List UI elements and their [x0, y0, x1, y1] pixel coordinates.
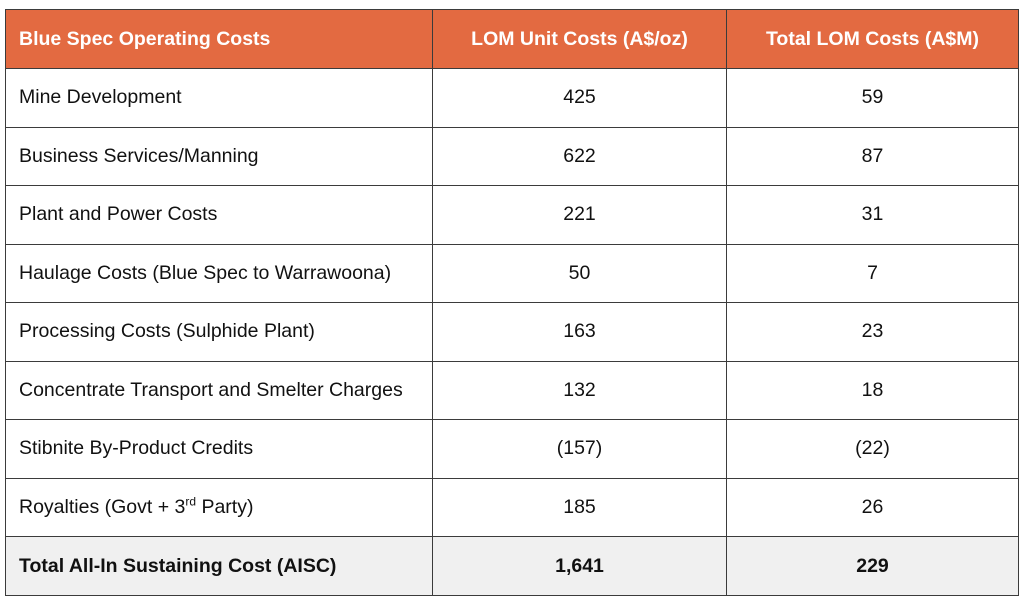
table-row: Stibnite By-Product Credits (157) (22) [5, 419, 1019, 479]
row-unit-cost: 50 [432, 243, 727, 303]
total-label: Total All-In Sustaining Cost (AISC) [5, 536, 433, 596]
table-row: Mine Development 425 59 [5, 68, 1019, 128]
total-row: Total All-In Sustaining Cost (AISC) 1,64… [5, 536, 1019, 596]
table-row: Royalties (Govt + 3rd Party) 185 26 [5, 477, 1019, 537]
operating-costs-table: Blue Spec Operating Costs LOM Unit Costs… [5, 9, 1019, 596]
row-label: Plant and Power Costs [5, 185, 433, 245]
header-unit-costs: LOM Unit Costs (A$/oz) [432, 9, 727, 69]
row-total-cost: 87 [726, 126, 1019, 186]
row-label: Concentrate Transport and Smelter Charge… [5, 360, 433, 420]
header-total-costs: Total LOM Costs (A$M) [726, 9, 1019, 69]
row-unit-cost: 221 [432, 185, 727, 245]
row-label-text-end: Party) [196, 495, 254, 518]
ordinal-superscript: rd [185, 494, 197, 509]
table-row: Concentrate Transport and Smelter Charge… [5, 360, 1019, 420]
row-label: Haulage Costs (Blue Spec to Warrawoona) [5, 243, 433, 303]
row-label: Stibnite By-Product Credits [5, 419, 433, 479]
table-row: Haulage Costs (Blue Spec to Warrawoona) … [5, 243, 1019, 303]
table-row: Plant and Power Costs 221 31 [5, 185, 1019, 245]
total-lom-cost: 229 [726, 536, 1019, 596]
table-header-row: Blue Spec Operating Costs LOM Unit Costs… [5, 9, 1019, 69]
row-total-cost: 7 [726, 243, 1019, 303]
row-unit-cost: 163 [432, 302, 727, 362]
row-total-cost: (22) [726, 419, 1019, 479]
row-unit-cost: 185 [432, 477, 727, 537]
row-label: Mine Development [5, 68, 433, 128]
row-total-cost: 18 [726, 360, 1019, 420]
row-unit-cost: 622 [432, 126, 727, 186]
row-label: Business Services/Manning [5, 126, 433, 186]
row-label-text: Royalties (Govt + 3 [19, 495, 186, 518]
table-row: Business Services/Manning 622 87 [5, 126, 1019, 186]
row-total-cost: 26 [726, 477, 1019, 537]
row-label: Processing Costs (Sulphide Plant) [5, 302, 433, 362]
row-unit-cost: (157) [432, 419, 727, 479]
row-total-cost: 31 [726, 185, 1019, 245]
row-label: Royalties (Govt + 3rd Party) [5, 477, 433, 537]
total-unit-cost: 1,641 [432, 536, 727, 596]
row-total-cost: 59 [726, 68, 1019, 128]
row-unit-cost: 425 [432, 68, 727, 128]
header-cost-category: Blue Spec Operating Costs [5, 9, 433, 69]
row-total-cost: 23 [726, 302, 1019, 362]
table-row: Processing Costs (Sulphide Plant) 163 23 [5, 302, 1019, 362]
row-unit-cost: 132 [432, 360, 727, 420]
